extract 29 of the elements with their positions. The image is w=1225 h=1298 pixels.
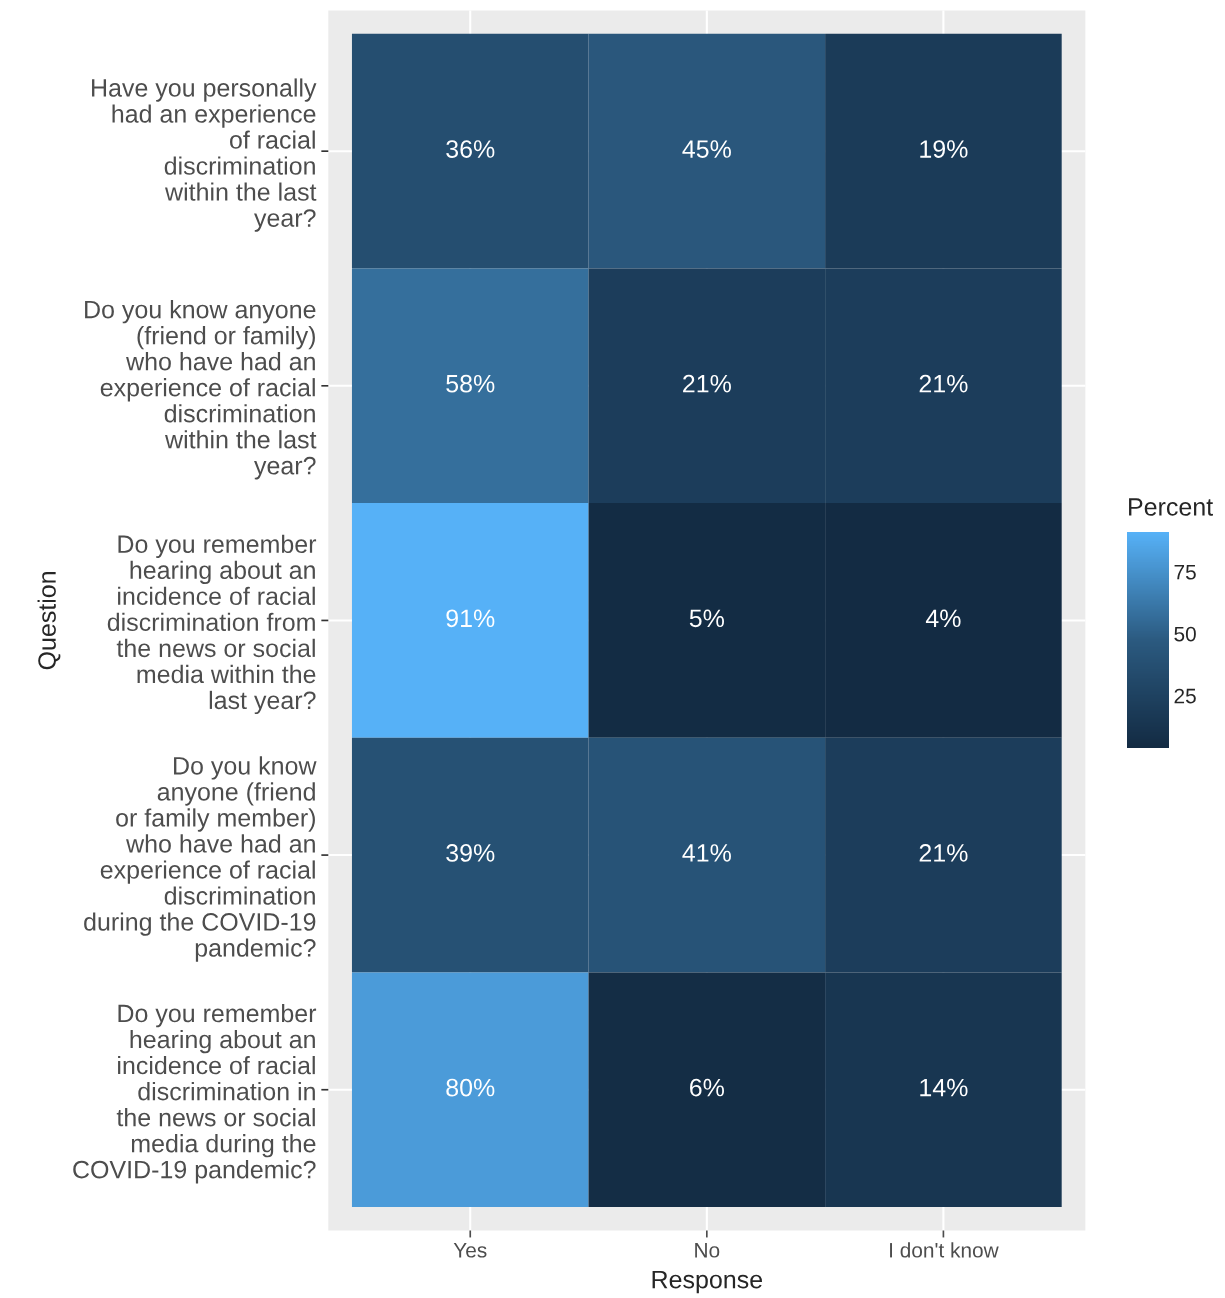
data-label: 91% xyxy=(446,609,495,628)
data-label: 39% xyxy=(446,844,495,862)
data-label: 45% xyxy=(682,140,731,158)
y-tick-label: Have you personally had an experience of racial discrimination within the last year? xyxy=(92,78,317,232)
x-axis-title: Response xyxy=(652,1270,762,1294)
data-label: 19% xyxy=(920,140,968,158)
data-label: 36% xyxy=(446,140,495,158)
y-tick-label: Do you remember hearing about an incidence of racial discrimination in the news or social media during the COVID-19 pandemic? xyxy=(73,1003,317,1184)
data-label: 41% xyxy=(682,844,731,862)
x-tick-label: No xyxy=(695,1243,720,1258)
data-label: 4% xyxy=(925,609,961,628)
data-label: 6% xyxy=(690,1078,724,1097)
y-tick-label: Do you remember hearing about an incidence of racial discrimination from the news or social media within the last year? xyxy=(107,534,317,715)
x-tick-label: I don't know xyxy=(890,1242,999,1258)
data-label: 14% xyxy=(920,1078,968,1097)
y-axis-title: Question xyxy=(37,572,61,670)
color-bar-title: Percent xyxy=(1129,498,1213,516)
data-label: 5% xyxy=(689,609,724,628)
data-label: 21% xyxy=(683,374,731,393)
color-bar-label: 25 xyxy=(1174,688,1196,704)
y-tick-label: Do you know anyone (friend or family member) who have had an experience of racial discrimination during the COVID-19 pandemic? xyxy=(84,756,317,962)
color-bar-label: 75 xyxy=(1174,565,1196,580)
y-tick-label: Do you know anyone (friend or family) who have had an experience of racial discrimination within the last year? xyxy=(85,300,317,480)
data-label: 80% xyxy=(446,1078,495,1097)
data-label: 58% xyxy=(446,374,495,393)
data-label: 21% xyxy=(919,374,968,393)
x-tick-label: Yes xyxy=(453,1243,487,1258)
color-bar-label: 50 xyxy=(1174,626,1196,642)
data-label: 21% xyxy=(919,844,968,862)
